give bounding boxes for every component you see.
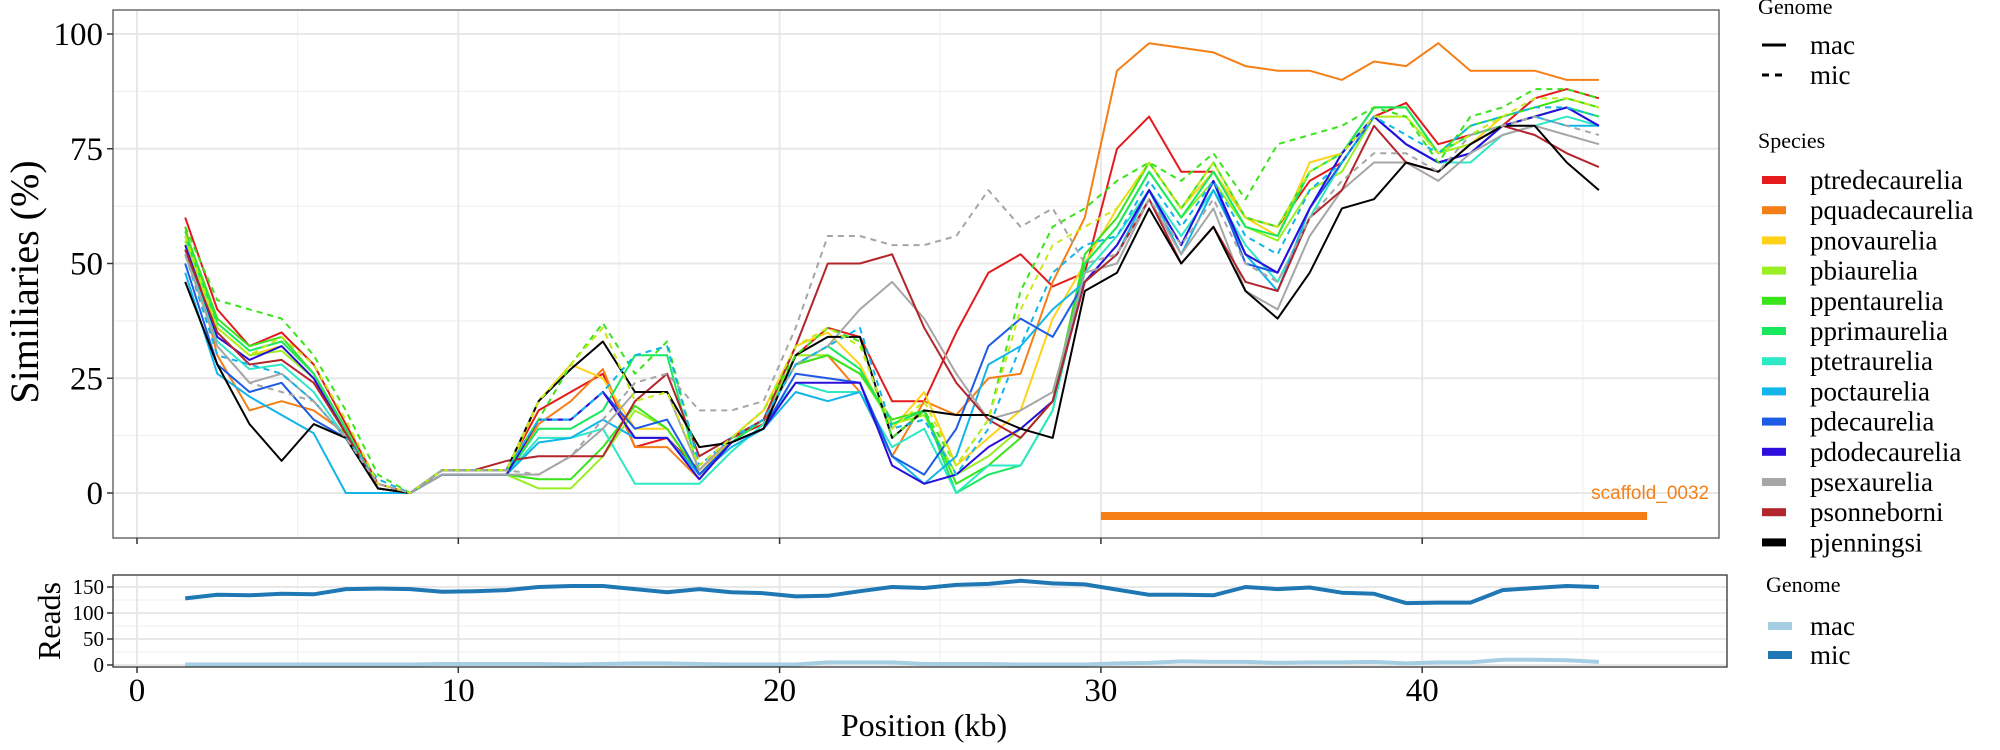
legend-label-pbiaurelia: pbiaurelia [1810,256,1918,286]
series-line-psexaurelia-mac [184,124,1600,494]
legend-swatch-ptredecaurelia [1762,176,1786,184]
y-tick-label: 0 [87,476,104,512]
y-tick-label: 0 [94,653,105,677]
y-tick-label: 25 [70,361,103,397]
legend-label-reads-mac: mac [1810,611,1855,641]
x-axis-title: Position (kb) [841,707,1007,743]
y-tick-label: 100 [73,601,105,625]
legend-swatch-pnovaurelia [1762,236,1786,245]
legend-label-ppentaurelia: ppentaurelia [1810,286,1943,316]
legend-swatch-poctaurelia [1762,387,1786,396]
legend-swatch-ptetraurelia [1762,357,1786,366]
legend-swatch-pdodecaurelia [1762,447,1786,456]
similarity-lines [184,42,1600,494]
legend-label-psonneborni: psonneborni [1810,497,1943,527]
legend-swatch-psexaurelia [1762,478,1786,486]
reads-line-mac [185,657,1599,667]
reads-plot-frame [112,574,1728,668]
scaffold-label: scaffold_0032 [1591,483,1709,504]
reads-y-axis-title: Reads [31,582,67,660]
legend-label-reads-mic: mic [1810,640,1851,670]
x-tick-label: 20 [763,673,796,709]
scaffold-annotation: scaffold_0032 [1100,483,1709,520]
similarity-y-axis: 0 25 50 75 100 [54,17,113,512]
legend-swatch-pdecaurelia [1762,417,1786,426]
x-tick-label: 10 [442,673,475,709]
series-line-psexaurelia-mic [184,115,1600,494]
legend-label-pdodecaurelia: pdodecaurelia [1810,437,1961,467]
legend-swatch-ppentaurelia [1762,296,1786,305]
reads-line-mic [184,578,1599,606]
legend-swatch-reads-mic [1768,651,1792,659]
legend-title-species: Species [1758,128,1825,153]
legend-swatch-reads-mac [1768,622,1792,630]
x-tick-label: 30 [1084,673,1117,709]
legend-label-psexaurelia: psexaurelia [1810,467,1933,497]
legend-label-ptetraurelia: ptetraurelia [1810,346,1933,376]
x-tick-label: 40 [1406,673,1439,709]
legend-label-poctaurelia: poctaurelia [1810,376,1930,406]
legend-label-mac: mac [1810,30,1855,60]
x-axis: 0 10 20 30 40 [129,667,1439,709]
similarity-plot-background [113,10,1719,538]
similarity-y-axis-title: Similiaries (%) [2,160,47,403]
legend-swatch-pquadecaurelia [1762,206,1786,215]
legend-label-pnovaurelia: pnovaurelia [1810,225,1937,255]
legend-label-pjenningsi: pjenningsi [1810,527,1923,557]
legend-swatch-pjenningsi [1762,538,1786,547]
similarity-x-axis-ticks [136,538,1423,544]
legend-swatch-psonneborni [1762,508,1786,517]
y-tick-label: 150 [73,575,105,599]
series-line-ppentaurelia-mic [184,88,1600,494]
x-tick-label: 0 [129,673,146,709]
y-tick-label: 50 [70,247,103,283]
similarity-plot-frame [112,9,1720,539]
legend-label-pquadecaurelia: pquadecaurelia [1810,195,1973,225]
legend-label-pprimaurelia: pprimaurelia [1810,316,1948,346]
legend-title-reads-genome: Genome [1766,572,1841,597]
legend-label-pdecaurelia: pdecaurelia [1810,407,1934,437]
legend-title-genome: Genome [1758,0,1833,19]
legend-swatch-pbiaurelia [1762,266,1786,275]
y-tick-label: 75 [70,132,103,168]
y-tick-label: 100 [54,17,104,53]
legend-label-mic: mic [1810,60,1851,90]
legend-label-ptredecaurelia: ptredecaurelia [1810,165,1963,195]
reads-lines [184,578,1599,667]
legend-swatch-pprimaurelia [1762,327,1786,335]
similarity-panel: scaffold_0032 0 25 50 75 100 Similiaries (%) [2,9,1720,544]
y-tick-label: 50 [83,627,104,651]
